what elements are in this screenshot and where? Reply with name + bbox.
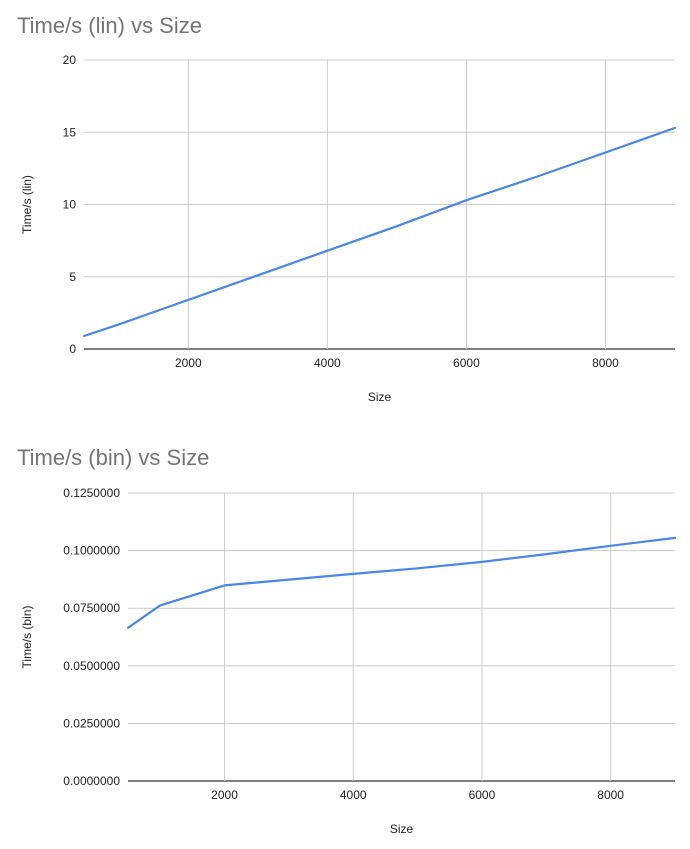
y-tick-label: 0.1000000: [63, 544, 120, 558]
y-tick-label: 0.1250000: [63, 486, 120, 500]
x-tick-label: 8000: [592, 356, 619, 370]
y-tick-label: 0.0250000: [63, 716, 120, 730]
x-tick-label: 4000: [314, 356, 341, 370]
chart-time-lin: Time/s (lin) vs Size 0 5 10 15 20 2000 4000 600…: [0, 0, 690, 420]
x-axis-title: Size: [390, 822, 414, 836]
x-tick-label: 8000: [597, 788, 624, 802]
x-tick-label: 2000: [175, 356, 202, 370]
y-tick-label: 15: [63, 125, 77, 139]
y-tick-label: 0.0500000: [63, 659, 120, 673]
y-tick-label: 5: [69, 270, 76, 284]
chart-title: Time/s (lin) vs Size: [17, 13, 202, 38]
x-tick-label: 6000: [469, 788, 496, 802]
x-axis-title: Size: [368, 390, 392, 404]
chart-plot-area: 0 5 10 15 20 2000 4000 6000 8000 Size Time/s (lin): [20, 53, 677, 404]
y-axis-title: Time/s (lin): [20, 175, 34, 234]
chart-title: Time/s (bin) vs Size: [17, 445, 210, 470]
x-tick-label: 2000: [211, 788, 238, 802]
y-tick-label: 0.0000000: [63, 774, 120, 788]
chart-time-bin: Time/s (bin) vs Size 0.0000000 0.0250000 0…: [0, 432, 690, 849]
chart-plot-area: 0.0000000 0.0250000 0.0500000 0.0750000 0.10…: [20, 486, 677, 836]
y-tick-label: 10: [63, 198, 77, 212]
y-tick-label: 20: [63, 53, 77, 67]
x-tick-label: 6000: [453, 356, 480, 370]
y-axis-title: Time/s (bin): [20, 606, 34, 669]
series-line: [82, 126, 677, 338]
x-tick-label: 4000: [340, 788, 367, 802]
y-tick-label: 0: [69, 342, 76, 356]
series-line: [126, 536, 677, 629]
y-tick-label: 0.0750000: [63, 601, 120, 615]
